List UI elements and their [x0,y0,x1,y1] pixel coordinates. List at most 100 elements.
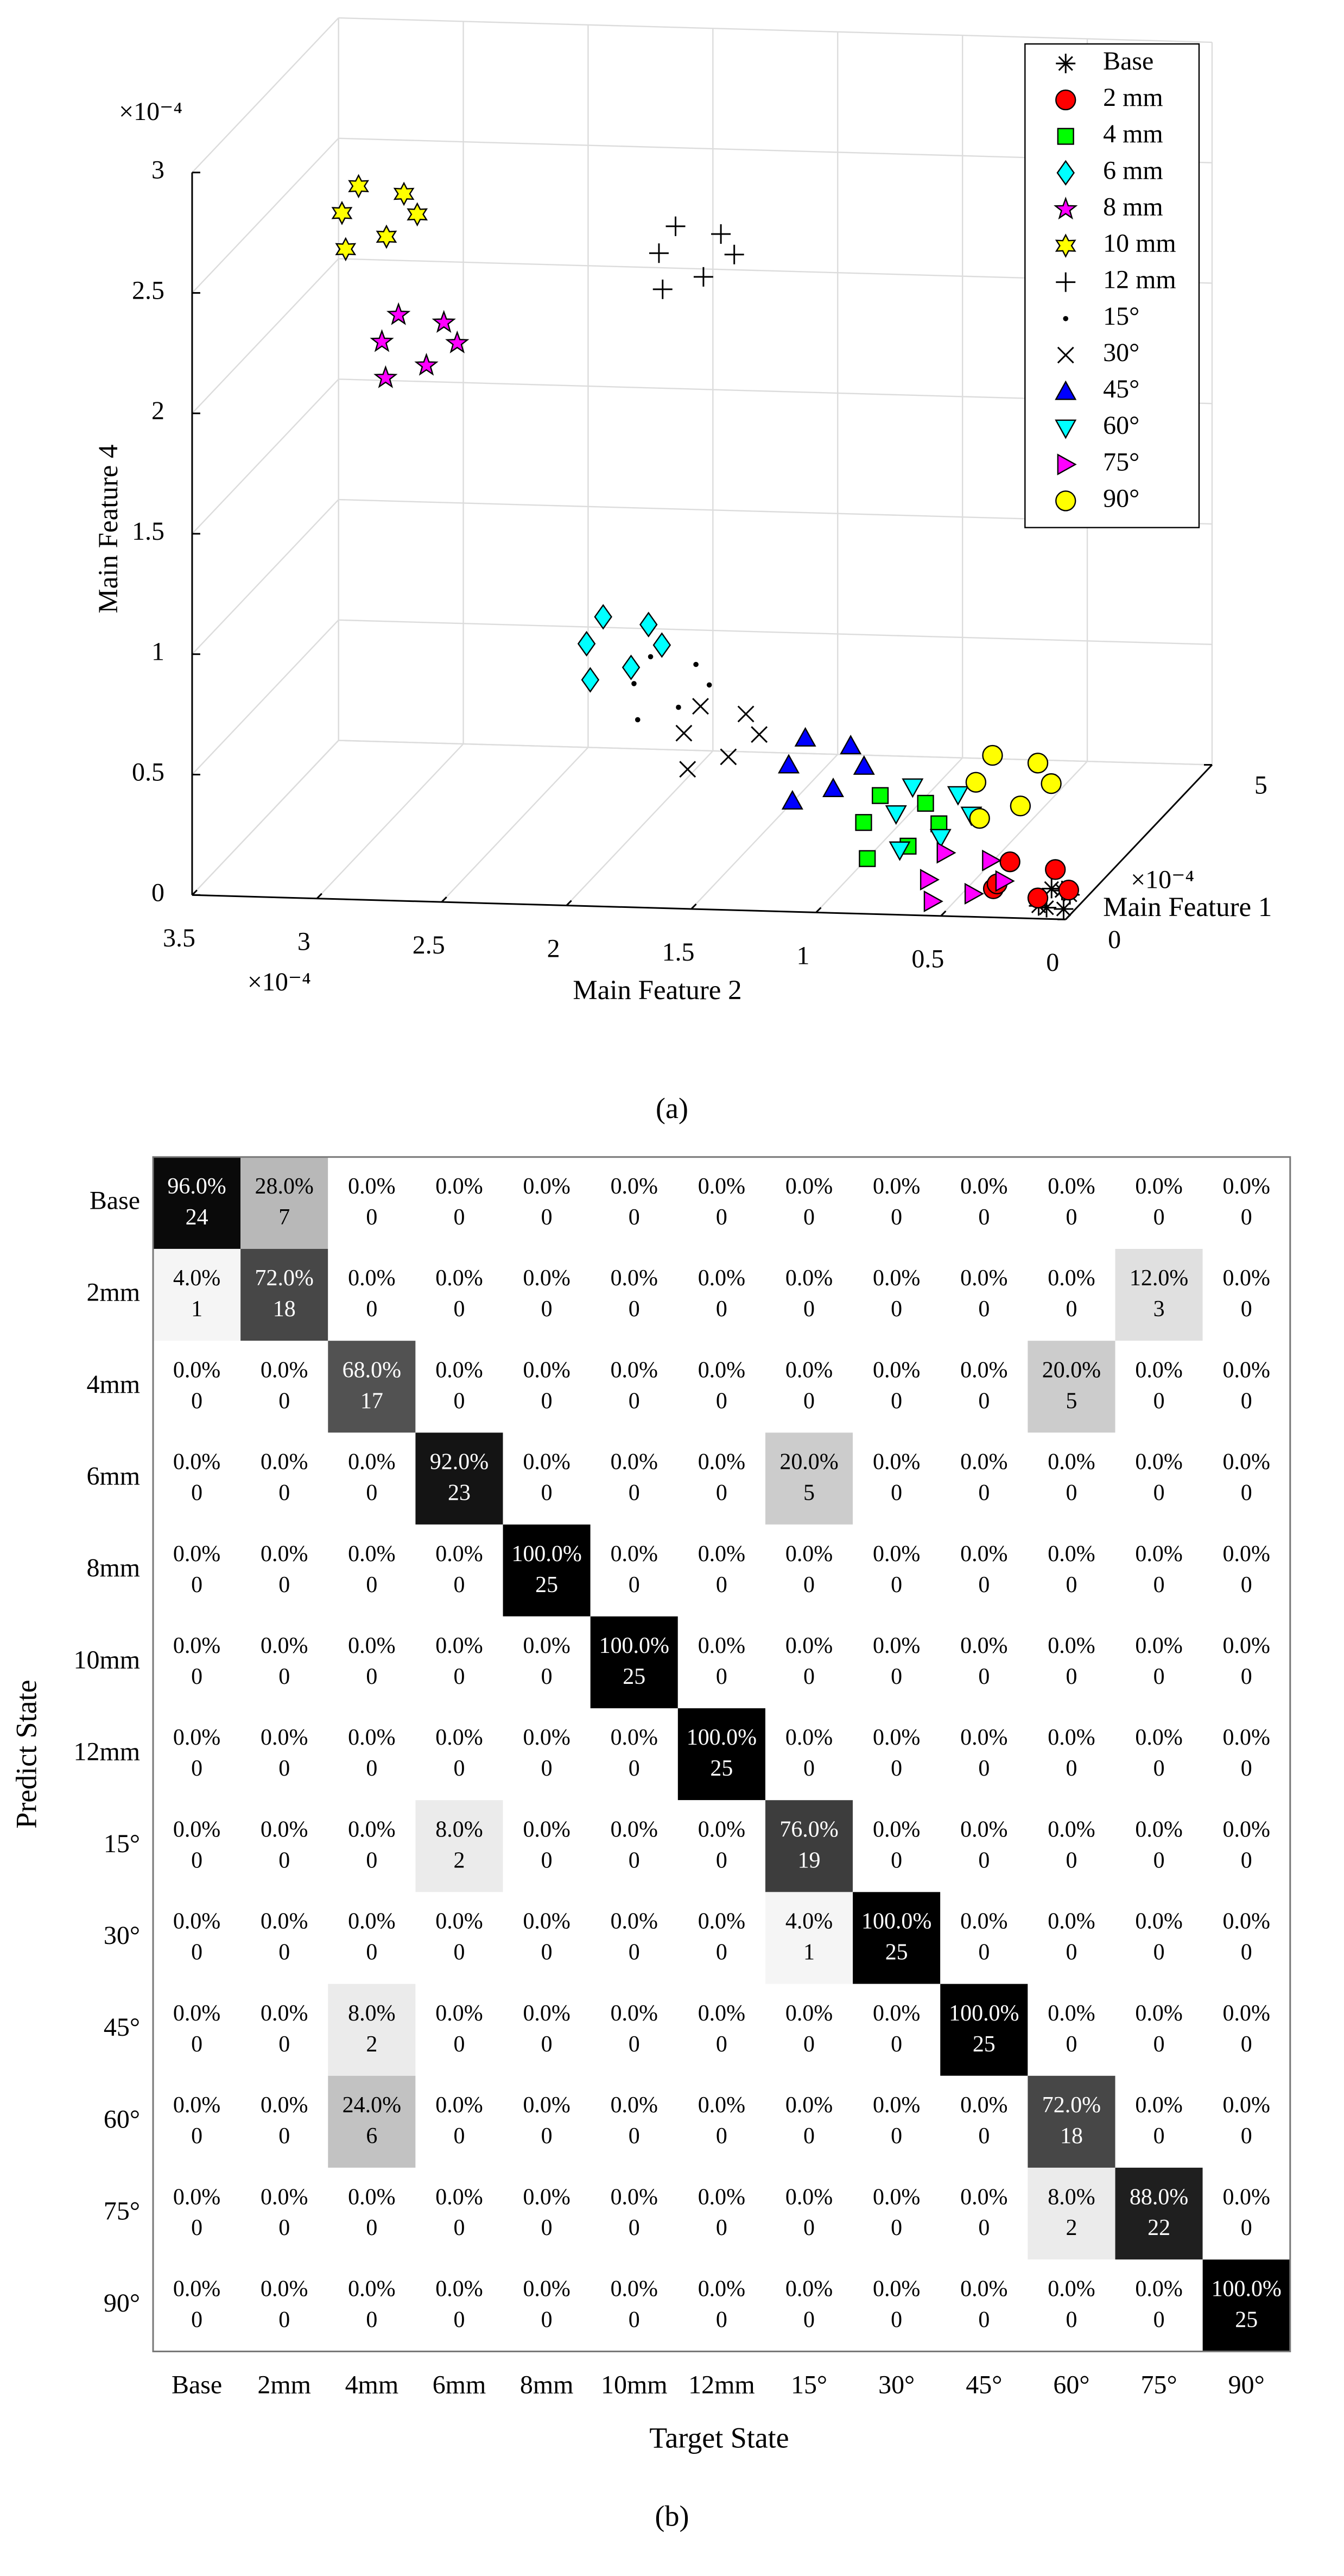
tick-mark [940,910,947,917]
cell-count: 0 [891,2124,902,2149]
cell-percent: 0.0% [960,1725,1007,1750]
cell: 0.0% 0 [1028,1524,1115,1617]
cell-count: 0 [366,1573,377,1598]
cell: 0.0% 0 [940,1248,1028,1341]
cell: 0.0% 0 [415,2259,503,2352]
cell: 0.0% 0 [1115,2259,1203,2352]
cell-count: 0 [278,1848,290,1873]
cell-count: 0 [278,1388,290,1413]
legend-label: 2 mm [1103,83,1163,112]
marker [1037,898,1057,918]
legend-label: 8 mm [1103,192,1163,221]
cell-fill [765,1892,853,1984]
cell-percent: 0.0% [435,1633,483,1658]
cell-percent: 4.0% [173,1266,220,1291]
grid-line [192,619,339,775]
cell-count: 0 [1153,1848,1165,1873]
cell-fill [1028,1800,1115,1892]
cell: 0.0% 0 [1202,1157,1290,1249]
cell: 0.0% 0 [765,1341,853,1433]
axis-exponent: ×10⁻⁴ [248,968,311,996]
cell-count: 0 [891,1664,902,1689]
cell-fill [240,1524,328,1617]
cell-percent: 100.0% [599,1633,669,1658]
cell-count: 0 [191,1573,202,1598]
cell-fill [503,2168,591,2260]
cell-percent: 0.0% [1048,1542,1095,1567]
cell-percent: 0.0% [785,1725,833,1750]
matrix-frame [152,1156,1291,2352]
cell-fill [503,1892,591,1984]
cell-fill [940,1616,1028,1708]
cell-percent: 0.0% [1223,1725,1270,1750]
cell: 0.0% 0 [415,1341,503,1433]
cell-count: 0 [1066,1297,1077,1322]
legend-label: 12 mm [1103,266,1176,294]
cell-percent: 0.0% [435,2001,483,2026]
cell-count: 0 [803,2215,815,2240]
cell: 0.0% 0 [328,1616,416,1708]
cell-fill [1115,1157,1203,1249]
marker [737,705,755,723]
cell-fill [940,1892,1028,1984]
cell: 0.0% 0 [677,1248,765,1341]
cell-count: 25 [1235,2307,1258,2332]
row-label: 90° [104,2289,140,2318]
cell-count: 25 [710,1756,733,1781]
cell-count: 0 [629,2032,640,2057]
cell: 0.0% 0 [153,1341,241,1433]
marker [679,761,696,778]
cell-fill [940,1341,1028,1433]
cell-fill [328,1892,416,1984]
cell: 0.0% 0 [677,1524,765,1617]
cell: 100.0% 25 [677,1708,765,1801]
cell-percent: 8.0% [435,1817,483,1842]
cell: 0.0% 0 [765,1248,853,1341]
cell-count: 0 [1241,1940,1252,1965]
cell: 0.0% 0 [940,1432,1028,1525]
cell-fill [1202,2168,1290,2260]
column-label: 90° [1228,2370,1265,2399]
cell: 0.0% 0 [240,1341,328,1433]
cell-count: 0 [803,1573,815,1598]
cell-count: 0 [716,1848,727,1873]
cell-count: 0 [1241,1205,1252,1230]
cell: 0.0% 0 [503,2259,591,2352]
z-tick-label: 1.5 [132,517,164,546]
cell-percent: 0.0% [698,2093,745,2118]
cell: 0.0% 0 [1202,1616,1290,1708]
cell-percent: 0.0% [173,2093,220,2118]
cell-fill [1028,2168,1115,2260]
cell: 0.0% 0 [590,1248,678,1341]
cell-fill [415,1984,503,2076]
cell-count: 0 [454,2032,465,2057]
cell-percent: 0.0% [261,1450,308,1475]
cell-count: 0 [891,1388,902,1413]
cell: 0.0% 0 [765,1708,853,1801]
cell: 0.0% 0 [153,1616,241,1708]
cell: 100.0% 25 [1202,2259,1290,2352]
cell: 0.0% 0 [590,1157,678,1249]
cell: 0.0% 0 [415,2168,503,2260]
cell-fill [590,1800,678,1892]
cell: 0.0% 0 [240,1892,328,1984]
cell-fill [765,2168,853,2260]
cell-count: 0 [1066,1205,1077,1230]
cell-count: 0 [716,1481,727,1506]
marker [665,216,686,236]
cell-percent: 0.0% [523,1817,570,1842]
marker [947,786,969,806]
cell-count: 0 [978,1756,990,1781]
cell-fill [153,1157,241,1249]
cell-percent: 100.0% [861,1909,931,1934]
cell: 24.0% 6 [328,2075,416,2168]
cell: 0.0% 0 [328,1157,416,1249]
cell-percent: 100.0% [687,1725,757,1750]
cell: 0.0% 0 [503,1708,591,1801]
cell-fill [415,1616,503,1708]
cell-percent: 0.0% [1135,1450,1182,1475]
cell-percent: 0.0% [1135,1909,1182,1934]
row-label: Base [90,1186,140,1215]
marker [376,224,397,249]
marker [871,787,889,804]
